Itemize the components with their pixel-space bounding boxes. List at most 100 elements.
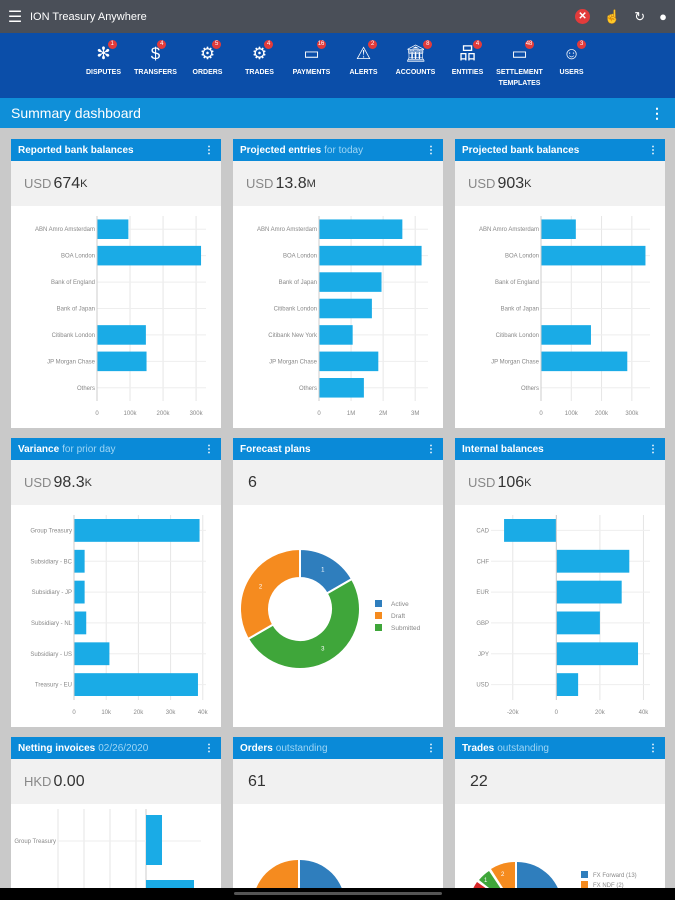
nav-item-trades[interactable]: ⚙ 4 TRADES	[234, 33, 286, 98]
nav-item-accounts[interactable]: 🏛 8 ACCOUNTS	[390, 33, 442, 98]
settlement-icon: ▭ 48	[511, 40, 534, 63]
widget-reported-bank-balances: Reported bank balances ⋮ USD 674 K 0 100k 200k…	[11, 139, 221, 428]
legend-swatch	[375, 624, 382, 631]
widget-chart: 0 10k 20k 30k 40k Group Treasury Subsidiary - …	[30, 515, 209, 716]
widget-subtitle: for prior day	[62, 443, 116, 455]
category-label: Bank of Japan	[57, 307, 95, 313]
bar	[146, 815, 162, 865]
tick-label: 0	[72, 710, 76, 716]
bar	[74, 519, 200, 542]
payment-icon: ▭ 16	[303, 40, 326, 63]
category-label: Citibank New York	[268, 333, 318, 339]
bar	[74, 580, 85, 604]
bar	[319, 351, 379, 372]
tick-label: 100k	[565, 411, 579, 417]
widget-chart: 0 1M 2M 3M ABN Amro Amsterdam BOA London Bank …	[257, 216, 428, 417]
widget-title: Netting invoices	[18, 742, 96, 754]
more-options-icon[interactable]: ⋮	[204, 144, 214, 156]
nav-item-settlement-templates[interactable]: ▭ 48 SETTLEMENT TEMPLATES	[494, 33, 546, 98]
widget-title: Forecast plans	[240, 443, 311, 455]
category-label: BOA London	[505, 254, 539, 260]
category-label: JP Morgan Chase	[491, 359, 540, 365]
widget-kpi: USD 98.3 K	[11, 460, 221, 505]
nav-item-users[interactable]: ☺ 3 USERS	[546, 33, 598, 98]
tick-label: 20k	[134, 710, 145, 716]
widget-trades: Trades outstanding ⋮ 22 2 1 FX Forward (13) FX…	[455, 737, 665, 888]
tick-label: 0	[317, 411, 321, 417]
more-options-icon[interactable]: ⋮	[426, 742, 436, 754]
hamburger-menu-icon[interactable]: ☰	[7, 8, 23, 26]
touch-icon[interactable]: ☝	[604, 8, 621, 24]
slice-label: 1	[484, 878, 488, 884]
module-nav: ✻ 1 DISPUTES $4 TRANSFERS ⚙ 5 ORDERS ⚙ 4 TRADES ▭ 16…	[0, 33, 675, 98]
kpi-value: 22	[470, 772, 488, 790]
summary-bar: Summary dashboard ⋮	[0, 98, 675, 128]
more-options-icon[interactable]: ⋮	[648, 144, 658, 156]
orders-icon: ⚙ 5	[200, 40, 222, 65]
nav-item-payments[interactable]: ▭ 16 PAYMENTS	[286, 33, 338, 98]
pie-group: 21	[473, 862, 558, 888]
category-label: Citibank London	[274, 307, 317, 313]
kpi-value: 61	[248, 772, 266, 790]
legend-label: Active	[391, 601, 409, 608]
widget-forecast-plans: Forecast plans ⋮ 6 1 3 2 Active Draft Submitted	[233, 438, 443, 727]
category-label: CHF	[477, 559, 490, 565]
more-options-icon[interactable]: ⋮	[426, 443, 436, 455]
close-circle-icon[interactable]: ✕	[575, 9, 591, 24]
widget-subtitle: 02/26/2020	[98, 742, 149, 754]
widget-subtitle: for today	[324, 144, 364, 156]
category-label: ABN Amro Amsterdam	[479, 227, 539, 233]
more-options-icon[interactable]: ⋮	[648, 742, 658, 754]
widget-subtitle: outstanding	[497, 742, 549, 754]
nav-badge: 4	[157, 40, 167, 49]
widget-header: Orders outstanding ⋮	[233, 737, 443, 759]
kpi-unit: K	[80, 177, 88, 190]
more-options-icon[interactable]: ⋮	[650, 104, 664, 121]
category-label: GBP	[476, 621, 489, 627]
bar	[541, 219, 576, 239]
nav-item-orders[interactable]: ⚙ 5 ORDERS	[182, 33, 234, 98]
more-options-icon[interactable]: ⋮	[426, 144, 436, 156]
more-options-icon[interactable]: ⋮	[648, 443, 658, 455]
category-label: ABN Amro Amsterdam	[257, 227, 317, 233]
category-label: Citibank London	[496, 333, 539, 339]
users-icon: ☺ 3	[563, 40, 587, 65]
pie-slice	[256, 860, 298, 888]
user-icon[interactable]: ●	[659, 9, 667, 24]
nav-label: ENTITIES	[451, 69, 484, 76]
bar	[74, 549, 85, 573]
bar	[74, 673, 198, 696]
widget-title: Internal balances	[462, 443, 544, 455]
nav-item-alerts[interactable]: ⚠ 2 ALERTS	[338, 33, 390, 98]
nav-badge: 4	[264, 40, 274, 49]
more-options-icon[interactable]: ⋮	[204, 443, 214, 455]
bank-icon: 🏛 8	[405, 40, 433, 65]
legend-swatch	[581, 871, 588, 878]
nav-item-transfers[interactable]: $4 TRANSFERS	[130, 33, 182, 98]
bar	[556, 611, 600, 635]
tick-label: 100k	[124, 411, 138, 417]
currency: USD	[246, 176, 274, 191]
currency: USD	[24, 475, 52, 490]
kpi-unit: K	[524, 177, 532, 190]
widget-header: Netting invoices 02/26/2020 ⋮	[11, 737, 221, 759]
legend-swatch	[581, 881, 588, 888]
kpi-unit: K	[524, 476, 532, 489]
category-label: Group Treasury	[30, 528, 72, 534]
tick-label: 20k	[595, 710, 606, 716]
bar	[556, 673, 579, 696]
refresh-icon[interactable]: ↻	[634, 8, 646, 24]
nav-label: DISPUTES	[85, 69, 121, 76]
home-handle[interactable]	[234, 892, 442, 895]
category-label: Bank of Japan	[279, 280, 317, 286]
more-options-icon[interactable]: ⋮	[204, 742, 214, 754]
tick-label: 10k	[101, 710, 112, 716]
currency: HKD	[24, 774, 52, 789]
nav-item-entities[interactable]: 品 4 ENTITIES	[442, 33, 494, 98]
widget-title: Variance	[18, 443, 60, 455]
nav-item-disputes[interactable]: ✻ 1 DISPUTES	[78, 33, 130, 98]
category-label: Bank of England	[51, 280, 95, 286]
currency: USD	[24, 176, 52, 191]
bar	[556, 549, 630, 573]
